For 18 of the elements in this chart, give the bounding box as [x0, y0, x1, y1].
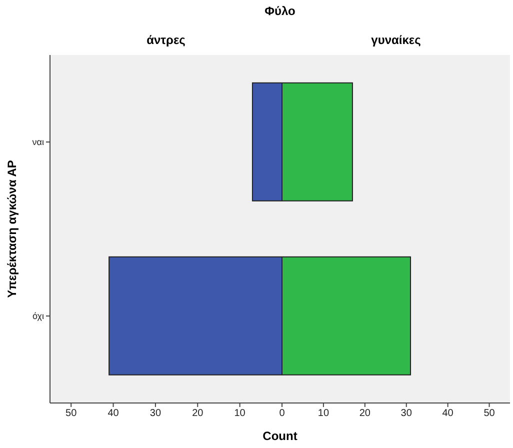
x-tick-label: 30 — [150, 408, 162, 420]
chart-title: Φύλο — [264, 4, 296, 18]
x-axis-title: Count — [262, 429, 298, 443]
chart-subtitle: γυναίκες — [370, 33, 422, 47]
x-tick-label: 40 — [442, 408, 454, 420]
x-tick-label: 50 — [484, 408, 496, 420]
x-tick-label: 10 — [318, 408, 330, 420]
y-axis-title: Υπερέκταση αγκώνα ΑΡ — [5, 160, 19, 298]
x-tick-label: 40 — [108, 408, 120, 420]
x-tick-label: 50 — [66, 408, 78, 420]
x-tick-label: 10 — [234, 408, 246, 420]
x-tick-label: 0 — [279, 408, 286, 420]
x-tick-label: 20 — [192, 408, 204, 420]
chart-subtitle: άντρες — [146, 33, 186, 47]
x-tick-label: 20 — [359, 408, 371, 420]
y-tick-label: όχι — [32, 311, 44, 322]
y-tick-label: ναι — [32, 137, 44, 148]
x-tick-label: 30 — [400, 408, 412, 420]
